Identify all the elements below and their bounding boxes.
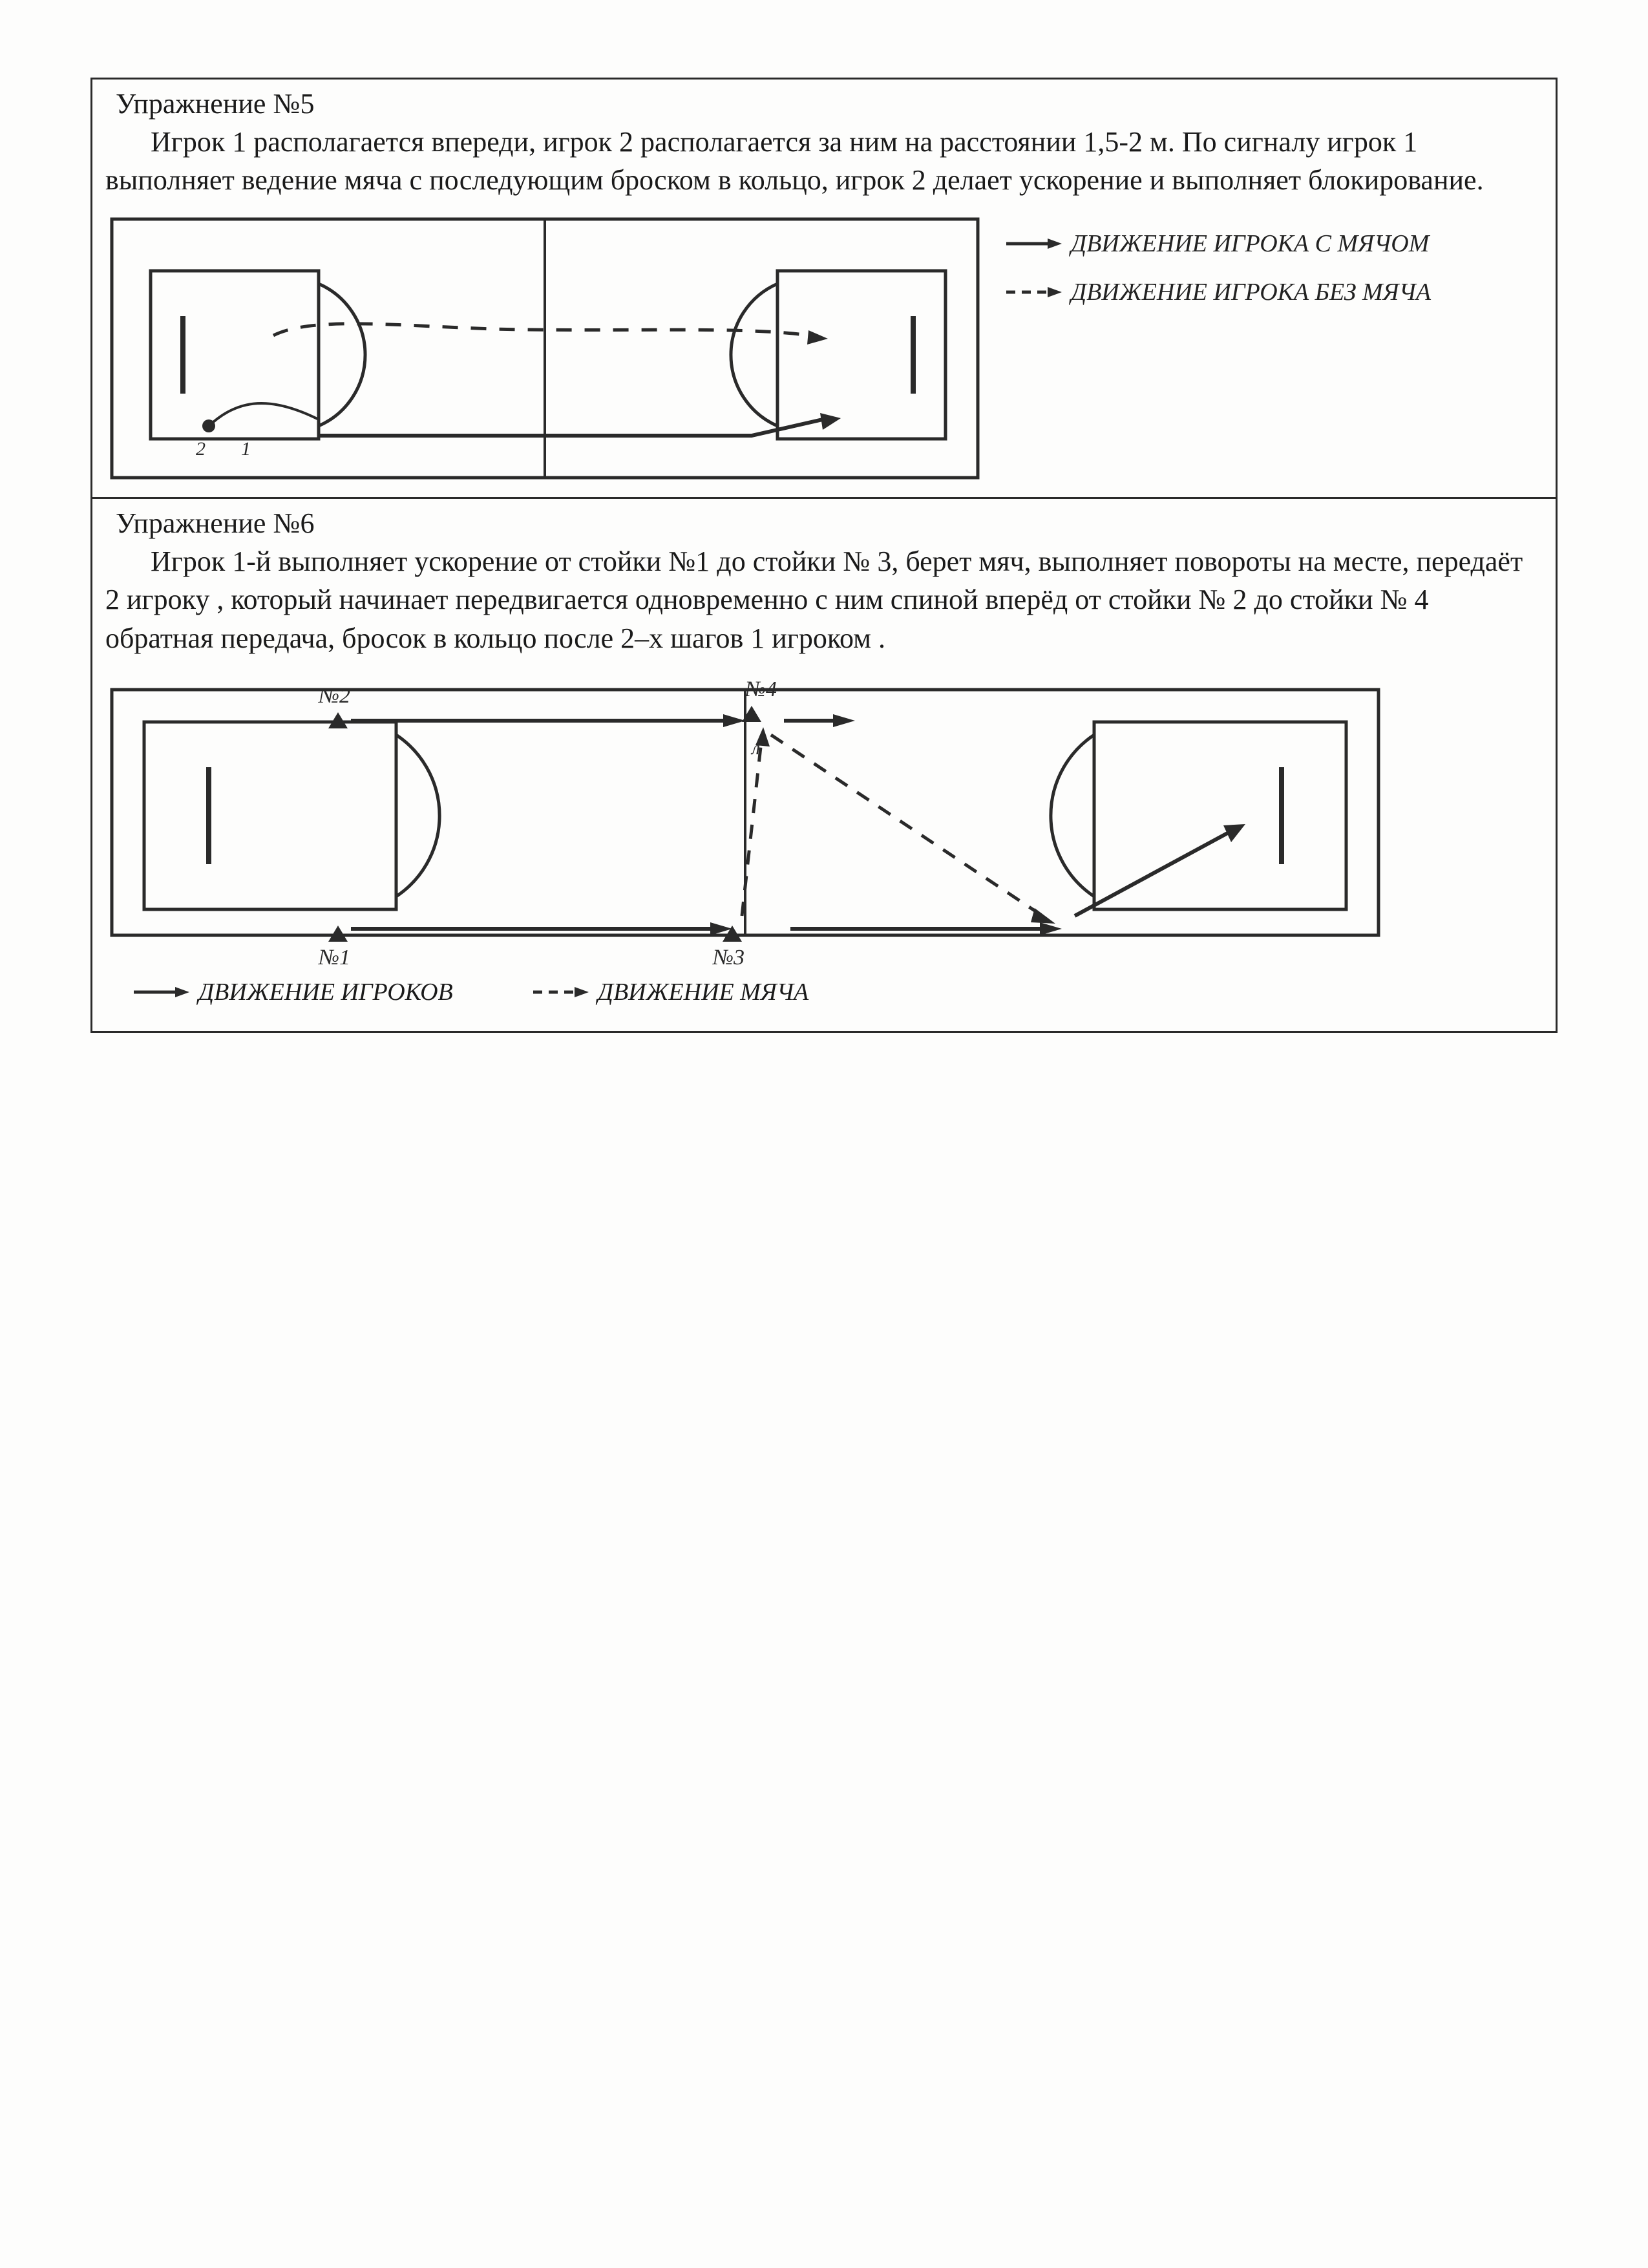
legend-dashed-row: ДВИЖЕНИЕ ИГРОКА БЕЗ МЯЧА: [1004, 274, 1431, 311]
svg-text:№3: №3: [712, 946, 745, 968]
exercise-6-description: Игрок 1-й выполняет ускорение от стойки …: [105, 542, 1543, 657]
svg-text:1: 1: [241, 438, 251, 460]
arrow-solid-icon: [131, 982, 189, 1002]
exercise-5-legend: ДВИЖЕНИЕ ИГРОКА С МЯЧОМ ДВИЖЕНИЕ ИГРОКА …: [1004, 213, 1431, 323]
arrow-solid-icon: [1004, 234, 1062, 253]
legend-solid-row: ДВИЖЕНИЕ ИГРОКА С МЯЧОМ: [1004, 226, 1431, 262]
svg-text:№4: №4: [745, 677, 777, 701]
legend6-dashed-label: ДВИЖЕНИЕ МЯЧА: [598, 978, 808, 1006]
svg-text:№1: №1: [318, 946, 350, 968]
legend-dashed-label: ДВИЖЕНИЕ ИГРОКА БЕЗ МЯЧА: [1071, 274, 1431, 311]
legend6-solid-row: ДВИЖЕНИЕ ИГРОКОВ: [131, 978, 453, 1006]
court-sketch-6: №1 №2 №3 №4 л: [105, 670, 1385, 968]
legend6-dashed-row: ДВИЖЕНИЕ МЯЧА: [531, 978, 808, 1006]
court-sketch-5: 2 1: [105, 213, 984, 484]
exercise-5-row: 2 1 ДВИЖЕНИЕ ИГРОКА С МЯЧОМ: [105, 213, 1543, 484]
exercise-5-title: Упражнение №5: [105, 87, 1543, 120]
exercise-5-block: Упражнение №5 Игрок 1 располагается впер…: [92, 79, 1556, 499]
exercise-5-diagram: 2 1: [105, 213, 984, 484]
exercise-6-legend: ДВИЖЕНИЕ ИГРОКОВ ДВИЖЕНИЕ МЯЧА: [105, 968, 1543, 1018]
svg-text:2: 2: [196, 438, 206, 460]
legend-solid-label: ДВИЖЕНИЕ ИГРОКА С МЯЧОМ: [1071, 226, 1429, 262]
svg-text:№2: №2: [318, 684, 350, 708]
exercise-5-description: Игрок 1 располагается впереди, игрок 2 р…: [105, 123, 1543, 200]
exercise-6-title: Упражнение №6: [105, 507, 1543, 540]
arrow-dashed-icon: [531, 982, 589, 1002]
legend6-solid-label: ДВИЖЕНИЕ ИГРОКОВ: [198, 978, 453, 1006]
exercise-6-diagram: №1 №2 №3 №4 л: [105, 670, 1543, 968]
exercise-6-block: Упражнение №6 Игрок 1-й выполняет ускоре…: [92, 499, 1556, 1031]
page-frame: Упражнение №5 Игрок 1 располагается впер…: [90, 78, 1558, 1033]
arrow-dashed-icon: [1004, 282, 1062, 302]
